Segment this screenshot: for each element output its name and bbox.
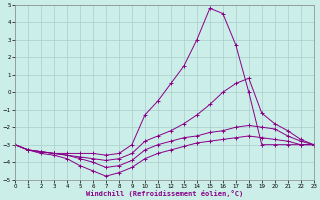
X-axis label: Windchill (Refroidissement éolien,°C): Windchill (Refroidissement éolien,°C): [86, 190, 243, 197]
